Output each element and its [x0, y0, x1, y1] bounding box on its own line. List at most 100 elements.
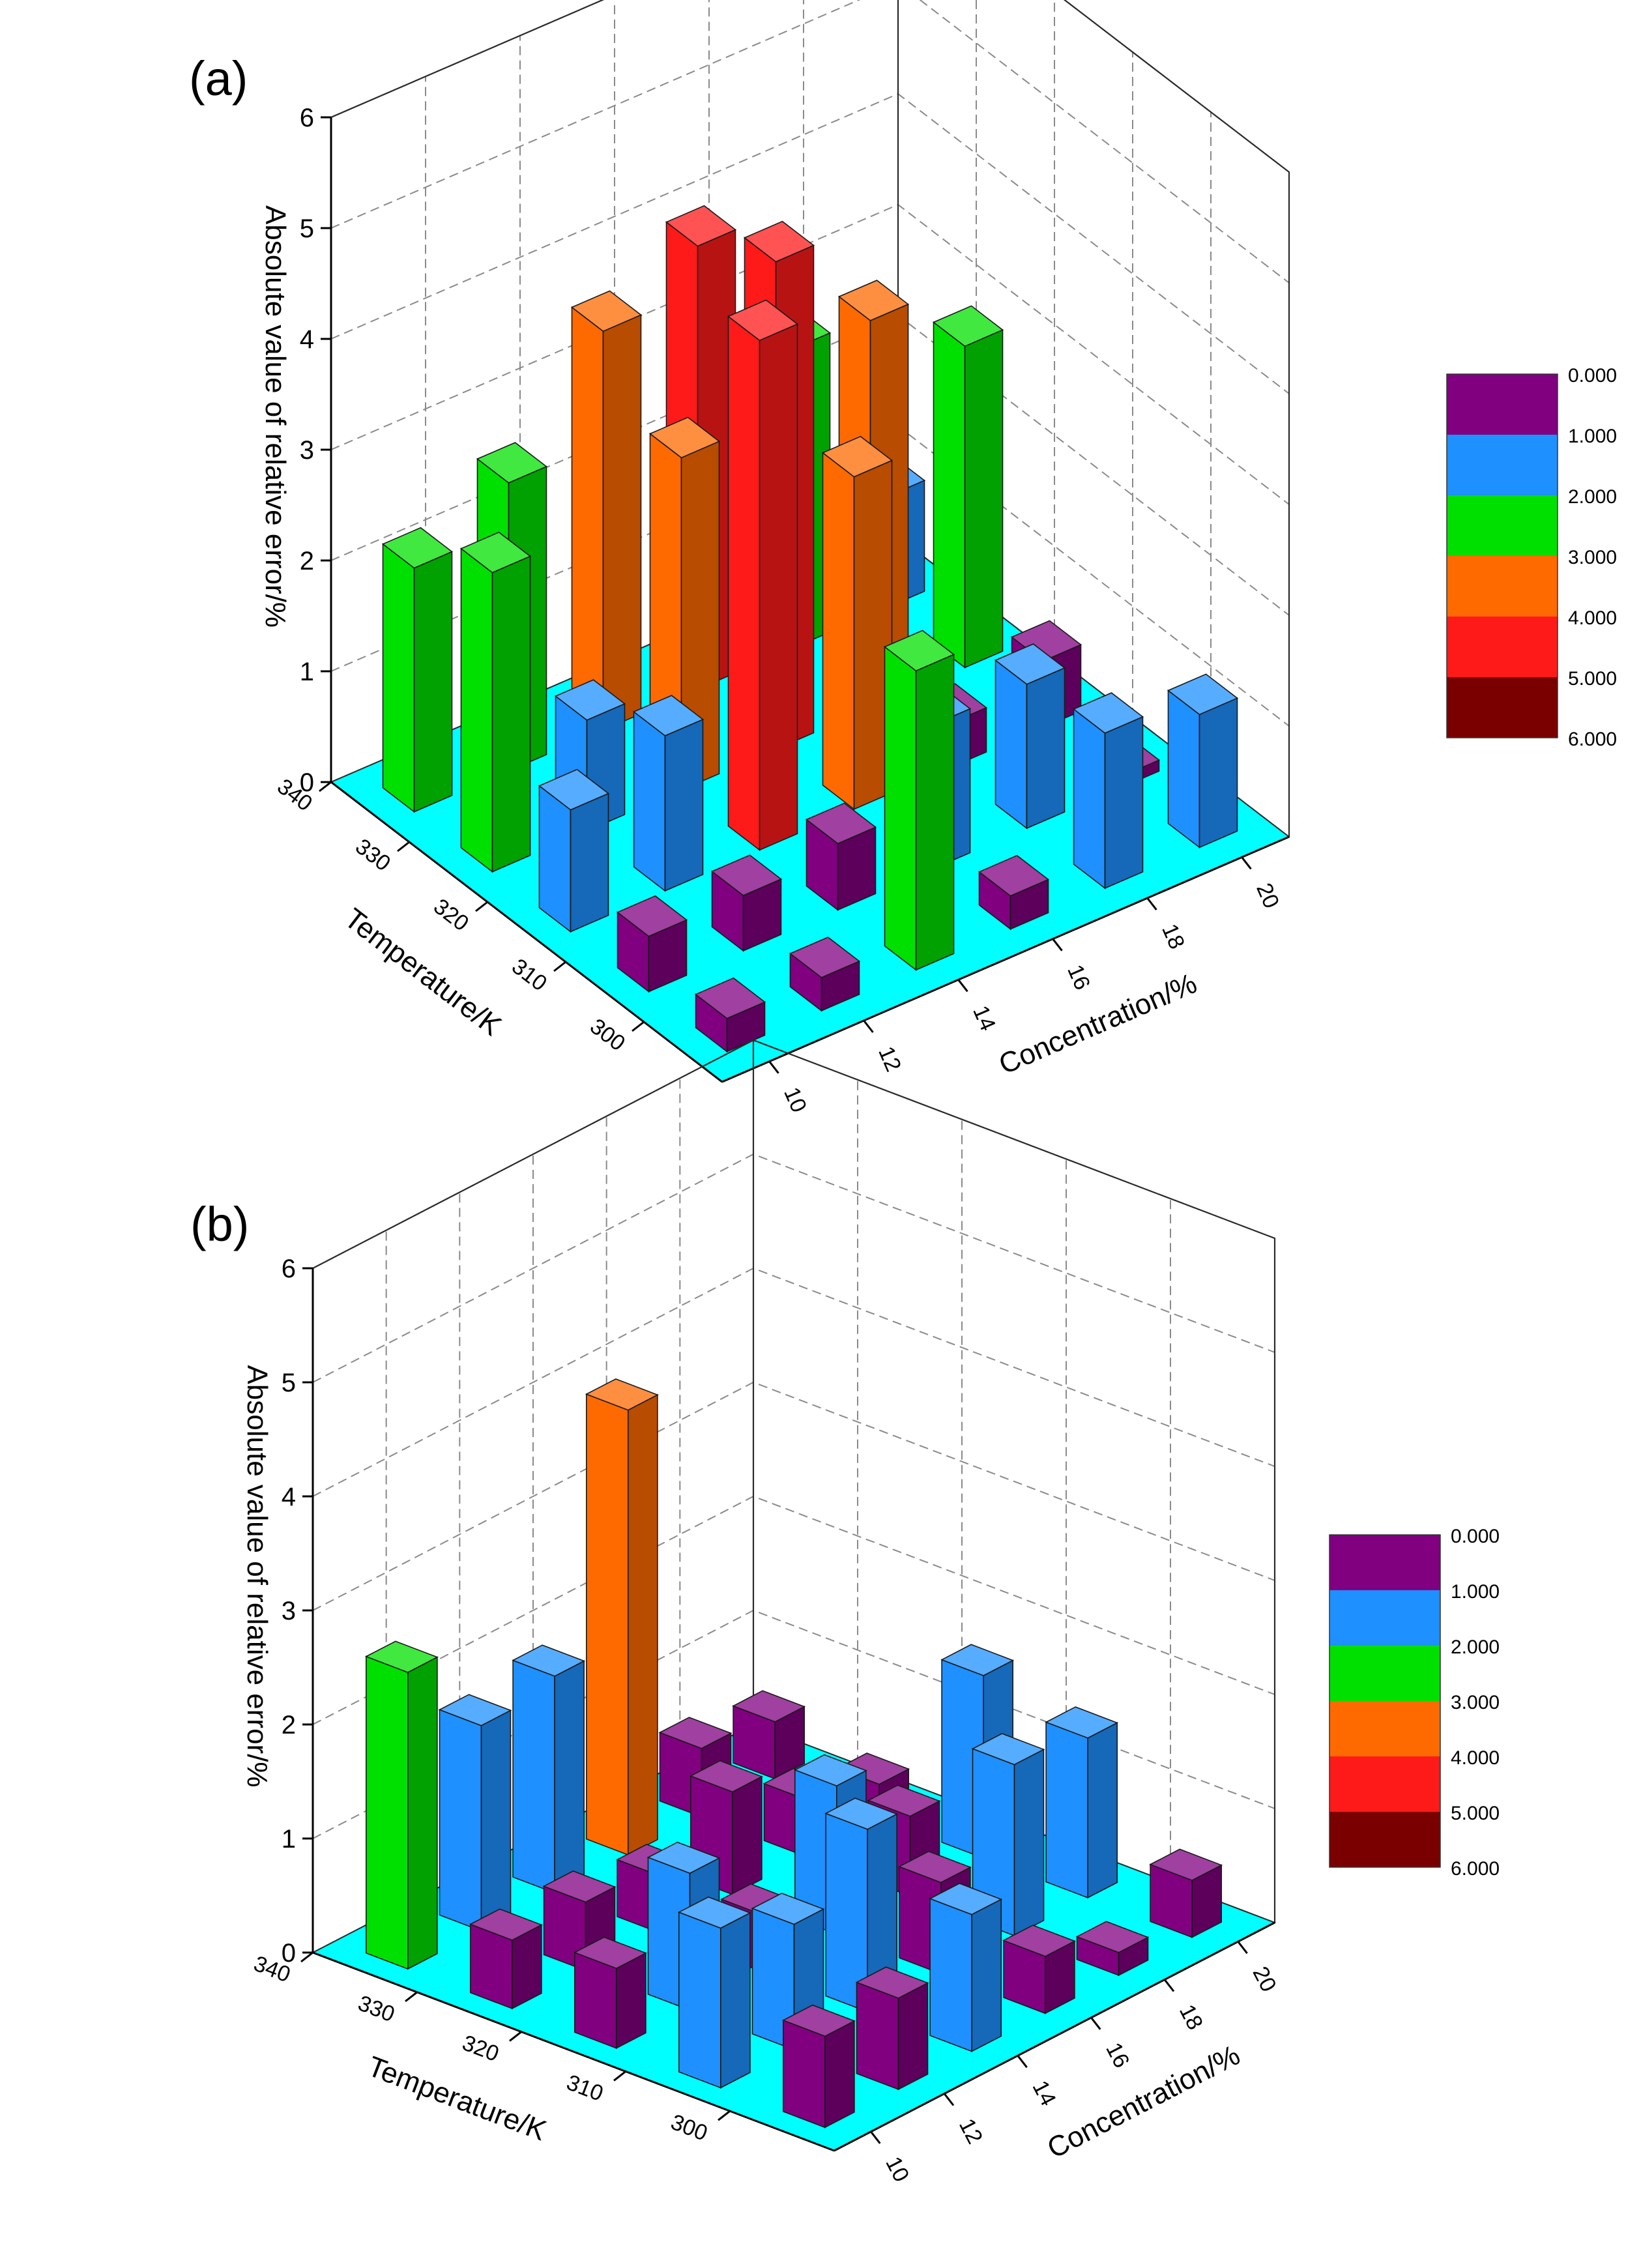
bar-face-top [837, 280, 910, 321]
bar [855, 1966, 929, 2091]
bar-face-top [1075, 1921, 1150, 1953]
bar-face-left [783, 2019, 826, 2129]
bar-face-right [720, 1912, 751, 2089]
bar [883, 630, 955, 971]
bar-face-right [480, 1709, 512, 1932]
panel-label: (b) [190, 1197, 249, 1251]
bar-face-top [781, 2004, 856, 2037]
z-tick-label: 0 [300, 768, 314, 797]
bar-face-top [573, 1936, 647, 1970]
bar-face-left [1167, 689, 1200, 849]
bar [438, 1694, 512, 1932]
bar [727, 299, 799, 851]
bar-face-top [1072, 692, 1144, 734]
temperature-tick [319, 781, 332, 792]
bar-face-right [491, 555, 531, 873]
concentration-tick [1052, 938, 1063, 952]
temperature-tick-label: 320 [459, 2030, 502, 2067]
z-axis: 0 1 2 3 4 5 6 Absolute value of relative error/… [259, 104, 332, 797]
bar-face-top [648, 416, 721, 459]
z-tick-label: 6 [300, 104, 314, 132]
bar-face-right [1013, 1748, 1045, 1937]
legend-label: 4.000 [1451, 1747, 1500, 1769]
bar-face-right [897, 1982, 929, 2091]
concentration-tick-label: 20 [1248, 1962, 1281, 1996]
z-tick-label: 1 [282, 1825, 296, 1854]
bar-face-top [883, 630, 955, 672]
z-tick-label: 6 [282, 1255, 296, 1283]
bar-face-right [1198, 697, 1238, 849]
bar [573, 1936, 647, 2050]
bar-face-left [929, 1898, 972, 2052]
concentration-tick-label: 16 [1062, 961, 1095, 994]
bar-face-left [822, 452, 855, 811]
bar [971, 1733, 1045, 1937]
bar [732, 1690, 806, 1780]
temperature-tick-label: 330 [355, 1991, 398, 2028]
bar-face-top [689, 1760, 763, 1793]
temperature-tick [509, 2031, 522, 2042]
bar-face-top [855, 1966, 929, 1999]
bar-face-top [929, 1883, 1003, 1915]
temperature-axis-line [330, 781, 723, 1083]
bar [538, 768, 610, 933]
bar-face-top [585, 1378, 659, 1411]
concentration-tick [1163, 1979, 1175, 1992]
bar-face-left [512, 1659, 555, 1894]
bar-face-top [694, 977, 766, 1019]
bar-face-top [554, 679, 626, 721]
z-axis-title: Absolute value of relative error/% [241, 1365, 273, 1787]
temperature-tick-label: 330 [351, 834, 395, 877]
legend-swatch [1329, 1590, 1440, 1646]
bar [994, 643, 1066, 830]
bar [789, 937, 861, 1012]
bar-face-right [732, 1775, 762, 1896]
bar-face-top [805, 802, 877, 845]
bar-face-top [542, 1870, 617, 1903]
concentration-tick-label: 14 [968, 1002, 1000, 1034]
bar-face-top [971, 1733, 1045, 1766]
concentration-tick-label: 18 [1157, 920, 1189, 953]
concentration-tick [1237, 1941, 1248, 1955]
legend-swatch [1329, 1646, 1440, 1701]
concentration-tick-label: 18 [1174, 2001, 1208, 2034]
concentration-tick-label: 20 [1251, 879, 1284, 912]
bar-face-top [665, 205, 737, 247]
bar-face-top [824, 1797, 899, 1830]
temperature-tick-label: 300 [667, 2110, 711, 2146]
bar [585, 1378, 659, 1856]
concentration-tick-label: 14 [1028, 2076, 1061, 2110]
legend: 0.000 1.000 2.000 3.000 4.000 5.000 6.000 [1446, 365, 1617, 750]
z-axis: 0 1 2 3 4 5 6 Absolute value of relative error/… [241, 1255, 314, 1968]
bar-face-right [1104, 716, 1144, 890]
bar-face-top [1002, 1925, 1076, 1957]
bar [805, 802, 877, 911]
concentration-tick-label: 12 [873, 1043, 906, 1075]
bar [1149, 1848, 1223, 1938]
bar [932, 305, 1004, 669]
bar [694, 977, 766, 1053]
bar [381, 527, 454, 813]
bar-face-top [632, 695, 704, 736]
bar-face-top [677, 1896, 751, 1929]
bar-face-right [759, 323, 798, 851]
z-tick-label: 4 [282, 1483, 296, 1511]
bar-face-right [1087, 1722, 1118, 1899]
bar-face-left [571, 306, 604, 731]
legend-label: 5.000 [1568, 668, 1617, 690]
bar-face-right [664, 718, 704, 892]
legend: 0.000 1.000 2.000 3.000 4.000 5.000 6.000 [1329, 1526, 1500, 1880]
bar [824, 1797, 899, 2013]
z-tick-label: 5 [282, 1369, 296, 1397]
bar-face-top [710, 854, 783, 896]
temperature-axis-line [312, 1951, 835, 2152]
concentration-axis-line [721, 836, 1290, 1083]
temperature-tick [475, 901, 488, 912]
bar-face-top [570, 290, 643, 332]
bar-face-left [573, 1951, 617, 2049]
bar-face-left [382, 543, 415, 813]
legend-label: 6.000 [1451, 1858, 1500, 1880]
legend-label: 6.000 [1568, 729, 1617, 750]
bar-face-left [1073, 708, 1106, 890]
